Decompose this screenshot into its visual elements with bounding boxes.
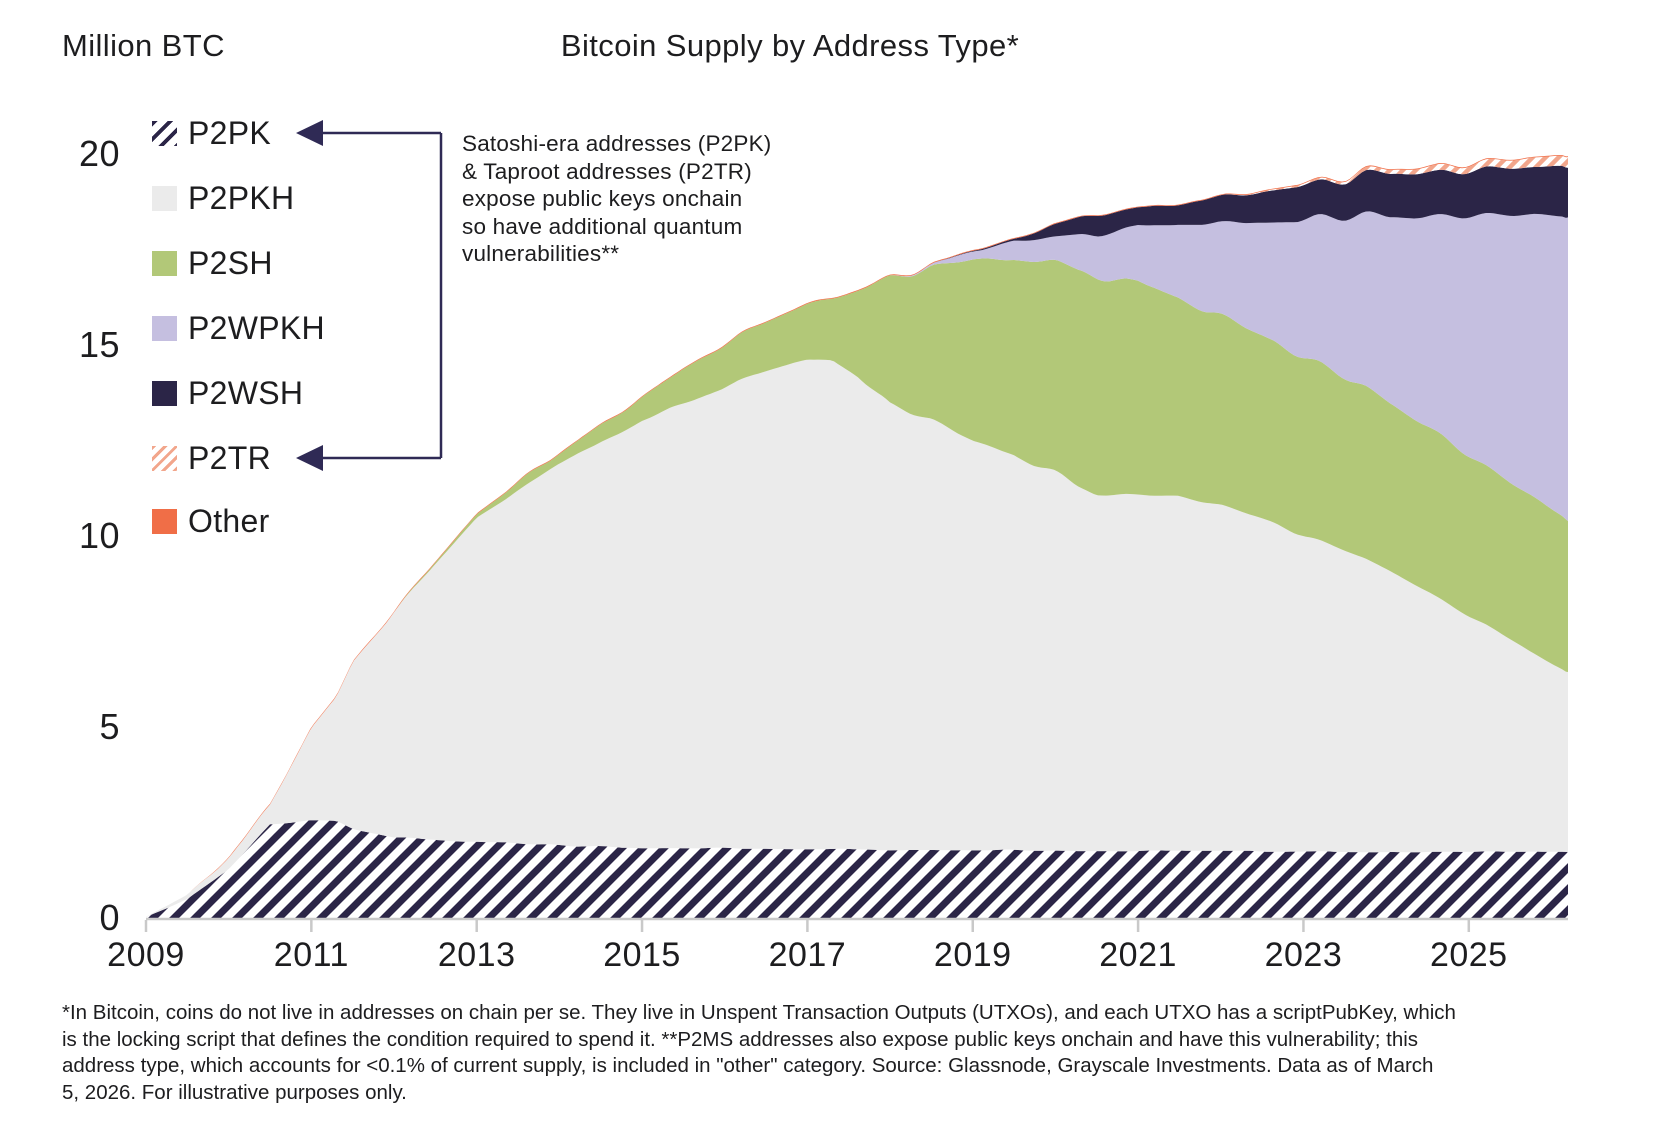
legend-label-p2sh: P2SH (188, 244, 273, 281)
annotation-line: Satoshi-era addresses (P2PK) (462, 131, 772, 156)
x-tick-2013: 2013 (437, 936, 516, 974)
footnote-line: 5, 2026. For illustrative purposes only. (62, 1080, 407, 1104)
legend-item-other: Other (152, 503, 270, 539)
legend-item-p2pk: P2PK (152, 115, 271, 151)
x-tick-2011: 2011 (273, 936, 349, 974)
footnote-line: *In Bitcoin, coins do not live in addres… (62, 1001, 1456, 1024)
legend-swatch-other (152, 508, 177, 534)
annotation-line: so have additional quantum (462, 213, 743, 239)
annotation-callout: Satoshi-era addresses (P2PK) & Taproot a… (462, 130, 772, 268)
x-tick-2021: 2021 (1099, 936, 1177, 974)
legend-label-p2pk: P2PK (188, 114, 272, 151)
legend-label-p2wpkh: P2WPKH (188, 309, 325, 346)
y-axis-title: Million BTC (62, 28, 225, 63)
legend-swatch-p2wpkh (152, 315, 177, 341)
legend-label-p2tr: P2TR (188, 439, 271, 476)
x-tick-2017: 2017 (768, 936, 847, 974)
legend-item-p2sh: P2SH (152, 245, 273, 281)
annotation-line: & Taproot addresses (P2TR) (462, 158, 752, 184)
footnote: *In Bitcoin, coins do not live in addres… (62, 1000, 1622, 1106)
footnote-line: address type, which accounts for <0.1% o… (62, 1054, 1434, 1077)
x-tick-2019: 2019 (933, 936, 1012, 974)
legend-item-p2pkh: P2PKH (152, 180, 294, 216)
legend-swatch-p2pkh (152, 185, 177, 211)
x-tick-2009: 2009 (107, 936, 185, 974)
x-tick-2015: 2015 (603, 936, 681, 974)
legend-swatch-p2pk (152, 120, 177, 146)
legend-item-p2wpkh: P2WPKH (152, 310, 325, 346)
legend-item-p2tr: P2TR (152, 440, 271, 476)
annotation-line: vulnerabilities** (462, 241, 620, 266)
annotation-line: expose public keys onchain (462, 186, 743, 211)
y-tick-10: 10 (78, 515, 120, 556)
y-tick-15: 15 (78, 324, 120, 365)
y-tick-0: 0 (99, 897, 120, 938)
legend-label-other: Other (188, 502, 270, 539)
x-tick-2025: 2025 (1429, 936, 1508, 974)
chart-title: Bitcoin Supply by Address Type* (560, 28, 1020, 63)
legend-swatch-p2wsh (152, 380, 177, 406)
legend-label-p2wsh: P2WSH (188, 374, 304, 411)
legend-swatch-p2sh (152, 250, 177, 276)
footnote-line: is the locking script that defines the c… (62, 1027, 1419, 1051)
y-tick-20: 20 (78, 133, 120, 174)
legend-swatch-p2tr (152, 445, 177, 471)
y-tick-5: 5 (99, 706, 120, 747)
x-tick-2023: 2023 (1264, 936, 1343, 974)
legend-label-p2pkh: P2PKH (188, 179, 295, 216)
legend-item-p2wsh: P2WSH (152, 375, 303, 411)
